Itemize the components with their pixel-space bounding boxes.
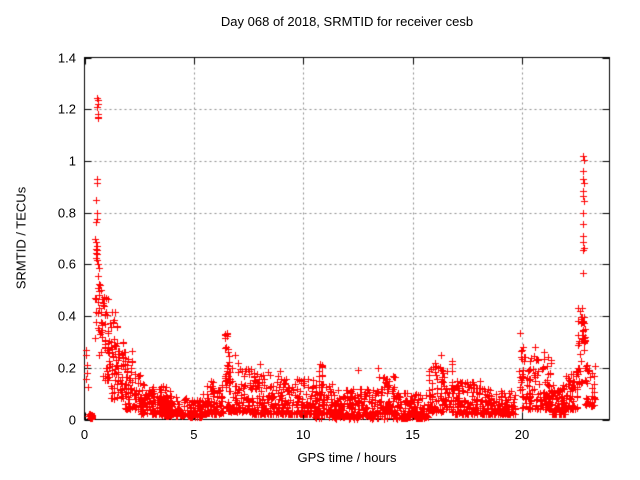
y-tick-label-0.8: 0.8	[57, 205, 76, 221]
x-axis-label: GPS time / hours	[297, 450, 397, 465]
chart-title: Day 068 of 2018, SRMTID for receiver ces…	[220, 14, 474, 29]
y-tick-label-0.6: 0.6	[57, 256, 76, 272]
y-tick-label-0: 0	[68, 412, 76, 427]
y-tick-label-1.4: 1.4	[57, 50, 76, 65]
x-tick-label-0: 0	[80, 427, 89, 442]
y-tick-label-1.2: 1.2	[57, 101, 76, 117]
y-tick-label-1: 1	[68, 153, 76, 169]
x-tick-label-15: 15	[405, 427, 420, 442]
x-tick-label-20: 20	[514, 427, 530, 442]
x-tick-label-5: 5	[190, 427, 198, 442]
y-axis-label: SRMTID / TECUs	[13, 186, 29, 290]
y-tick-label-0.4: 0.4	[57, 308, 76, 324]
x-tick-label-10: 10	[296, 427, 311, 442]
y-tick-label-0.2: 0.2	[57, 360, 76, 376]
